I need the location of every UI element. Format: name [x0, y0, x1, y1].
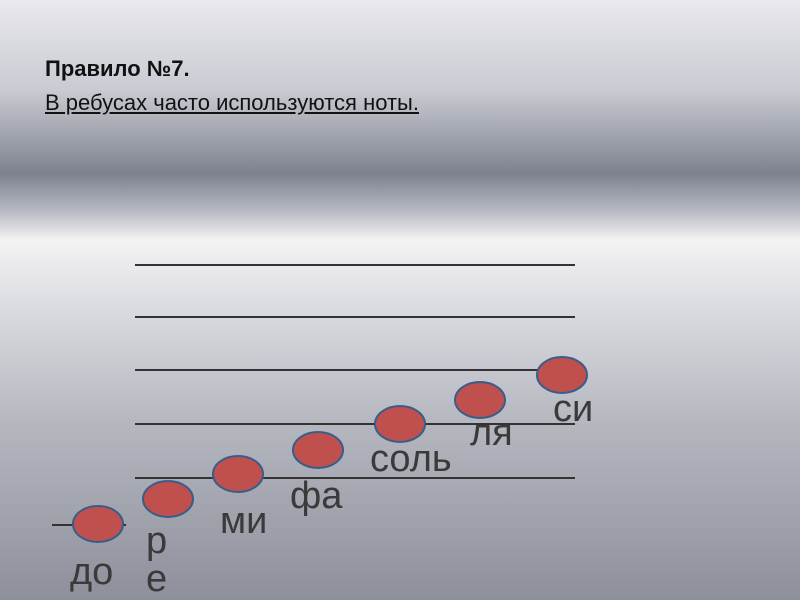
- note-label: ре: [146, 520, 168, 600]
- note-head: [292, 431, 344, 469]
- note-label: ми: [220, 500, 268, 542]
- staff-lines: [52, 264, 575, 526]
- note-head: [142, 480, 194, 518]
- note-label: си: [553, 388, 594, 430]
- note-head: [374, 405, 426, 443]
- note-label: соль: [370, 438, 452, 480]
- note-label: фа: [290, 475, 343, 517]
- title: Правило №7.: [45, 56, 190, 81]
- note-heads: [72, 356, 588, 543]
- subtitle: В ребусах часто используются ноты.: [45, 90, 419, 115]
- note-head: [454, 381, 506, 419]
- note-head: [536, 356, 588, 394]
- note-label: ля: [470, 412, 513, 454]
- note-head: [212, 455, 264, 493]
- note-label: до: [70, 551, 114, 593]
- note-head: [72, 505, 124, 543]
